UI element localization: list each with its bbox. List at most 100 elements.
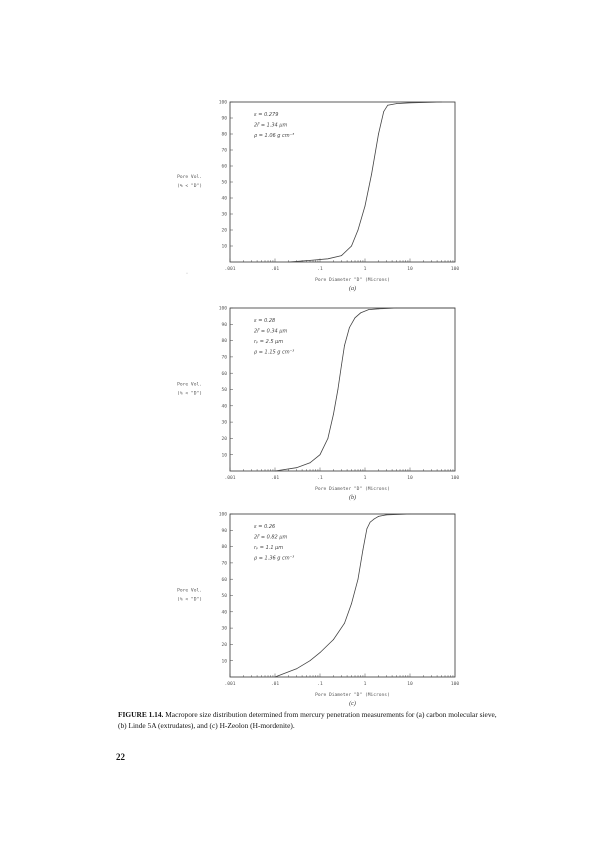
chart-panel-b: 10 20 30 40 50 60 70 80 90 100 .001 .01 .1 1 10 100 Pore… xyxy=(0,302,595,507)
data-point-b xyxy=(344,345,345,346)
series-line-c xyxy=(274,513,455,678)
data-point-a xyxy=(327,258,329,260)
data-point-c xyxy=(309,660,311,662)
data-point-b xyxy=(396,307,397,309)
y-tick-label-c: 60 xyxy=(221,577,227,583)
x-tick-label-b: 100 xyxy=(451,475,460,481)
data-point-a xyxy=(341,255,342,256)
data-point-c xyxy=(351,603,352,604)
y-tick-label-b: 70 xyxy=(221,355,227,361)
y-tick-label-b: 90 xyxy=(221,322,227,328)
annotation-b: rₚ = 2.5 μm xyxy=(254,339,283,345)
x-tick-label-a: 10 xyxy=(407,266,413,272)
y-axis-label-b: Pore Vol. xyxy=(177,382,202,388)
data-point-c xyxy=(333,639,334,640)
y-tick-label-a: 60 xyxy=(221,164,227,170)
data-point-b xyxy=(368,309,369,310)
data-point-b xyxy=(274,470,276,472)
series-line-b xyxy=(274,307,455,472)
data-point-b xyxy=(378,308,379,310)
data-point-c xyxy=(344,622,345,624)
data-point-c xyxy=(296,668,297,670)
caption-label: FIGURE 1.14. xyxy=(118,710,164,719)
y-tick-label-c: 30 xyxy=(221,626,227,632)
y-axis-label-c: Pore Vol. xyxy=(177,588,202,594)
annotation-c: ρ = 1.36 g cm⁻³ xyxy=(254,556,294,562)
y-tick-label-a: 50 xyxy=(221,180,227,186)
data-point-a xyxy=(383,111,385,112)
y-tick-label-b: 60 xyxy=(221,371,227,377)
series-line-a xyxy=(288,101,442,263)
figure-caption: FIGURE 1.14. Macropore size distribution… xyxy=(118,710,498,731)
data-point-a xyxy=(387,104,389,106)
x-tick-label-c: .1 xyxy=(317,681,323,687)
data-point-b xyxy=(341,364,342,366)
x-tick-label-b: .1 xyxy=(317,475,323,481)
x-tick-label-b: 1 xyxy=(364,475,367,481)
data-point-a xyxy=(441,101,442,103)
x-axis-label-b: Pore Diameter "D" (Microns) xyxy=(315,486,390,492)
y-tick-label-a: 30 xyxy=(221,212,227,218)
y-tick-label-b: 30 xyxy=(221,420,227,426)
y-tick-label-c: 90 xyxy=(221,528,227,534)
y-tick-label-a: 90 xyxy=(221,116,227,122)
data-point-a xyxy=(357,229,359,231)
y-tick-label-c: 50 xyxy=(221,593,227,599)
chart-a-svg: 10 20 30 40 50 60 70 80 90 100 .001 .01 .1 1 10 100 Pore… xyxy=(177,100,460,292)
y-tick-label-c: 80 xyxy=(221,544,227,550)
y-tick-label-b: 50 xyxy=(221,387,227,393)
data-point-c xyxy=(274,676,276,678)
y-axis-label-unit-a: (% < "D") xyxy=(177,183,202,189)
data-point-c xyxy=(362,549,364,551)
page-number: 22 xyxy=(116,752,125,762)
y-axis-label-unit-c: (% < "D") xyxy=(177,597,202,603)
data-point-c xyxy=(386,514,387,516)
panel-label-b: (b) xyxy=(349,494,356,501)
y-tick-label-b: 80 xyxy=(221,338,227,344)
y-tick-label-a: 100 xyxy=(219,100,228,106)
annotation-a: ρ = 1.06 g cm⁻³ xyxy=(254,133,294,139)
x-axis-label-a: Pore Diameter "D" (Microns) xyxy=(315,277,390,283)
data-point-b xyxy=(337,389,339,390)
x-tick-label-b: 10 xyxy=(407,475,413,481)
x-tick-label-a: .1 xyxy=(317,266,323,272)
annotation-b: ρ = 1.15 g cm⁻³ xyxy=(254,350,294,356)
data-point-c xyxy=(319,652,321,653)
caption-text: Macropore size distribution determined f… xyxy=(118,710,497,730)
chart-b-svg: 10 20 30 40 50 60 70 80 90 100 .001 .01 .1 1 10 100 Pore… xyxy=(177,306,460,501)
panel-label-c: (c) xyxy=(349,700,356,707)
data-point-b xyxy=(333,413,334,415)
data-point-a xyxy=(409,102,411,104)
y-tick-label-c: 20 xyxy=(221,642,227,648)
data-point-b xyxy=(309,462,311,464)
y-axis-label-a: Pore Vol. xyxy=(177,174,202,180)
x-tick-label-c: .01 xyxy=(271,681,280,687)
y-tick-label-b: 40 xyxy=(221,403,227,409)
data-point-b xyxy=(454,307,456,309)
x-tick-label-c: .001 xyxy=(224,681,235,687)
data-point-a xyxy=(396,103,397,104)
y-tick-label-c: 70 xyxy=(221,561,227,567)
data-point-c xyxy=(373,518,375,520)
x-tick-label-a: .01 xyxy=(271,266,280,272)
data-point-b xyxy=(360,312,361,314)
data-point-a xyxy=(364,205,366,207)
x-tick-label-b: .001 xyxy=(224,475,235,481)
y-tick-label-c: 10 xyxy=(221,658,227,664)
chart-c-svg: 10 20 30 40 50 60 70 80 90 100 .001 .01 .1 1 10 100 Pore… xyxy=(177,512,459,707)
annotation-c: rₚ = 1.1 μm xyxy=(254,545,283,551)
x-axis-label-c: Pore Diameter "D" (Microns) xyxy=(315,692,390,698)
annotation-b: 2r̄ = 0.34 μm xyxy=(254,329,288,335)
panel-label-a: (a) xyxy=(349,285,356,292)
x-tick-label-c: 1 xyxy=(364,681,367,687)
annotation-c: 2r̄ = 0.82 μm xyxy=(254,535,288,541)
y-tick-label-a: 80 xyxy=(221,132,227,138)
y-tick-label-b: 20 xyxy=(221,436,227,442)
chart-panel-a: 10 20 30 40 50 60 70 80 90 100 .001 .01 .1 1 10 100 Pore… xyxy=(0,96,595,296)
data-point-c xyxy=(454,513,456,515)
chart-panel-c: 10 20 30 40 50 60 70 80 90 100 .001 .01 .1 1 10 100 Pore… xyxy=(0,508,595,708)
y-tick-label-a: 40 xyxy=(221,196,227,202)
data-point-a xyxy=(351,245,352,247)
x-tick-label-a: 1 xyxy=(364,266,367,272)
x-tick-label-a: 100 xyxy=(451,266,460,272)
